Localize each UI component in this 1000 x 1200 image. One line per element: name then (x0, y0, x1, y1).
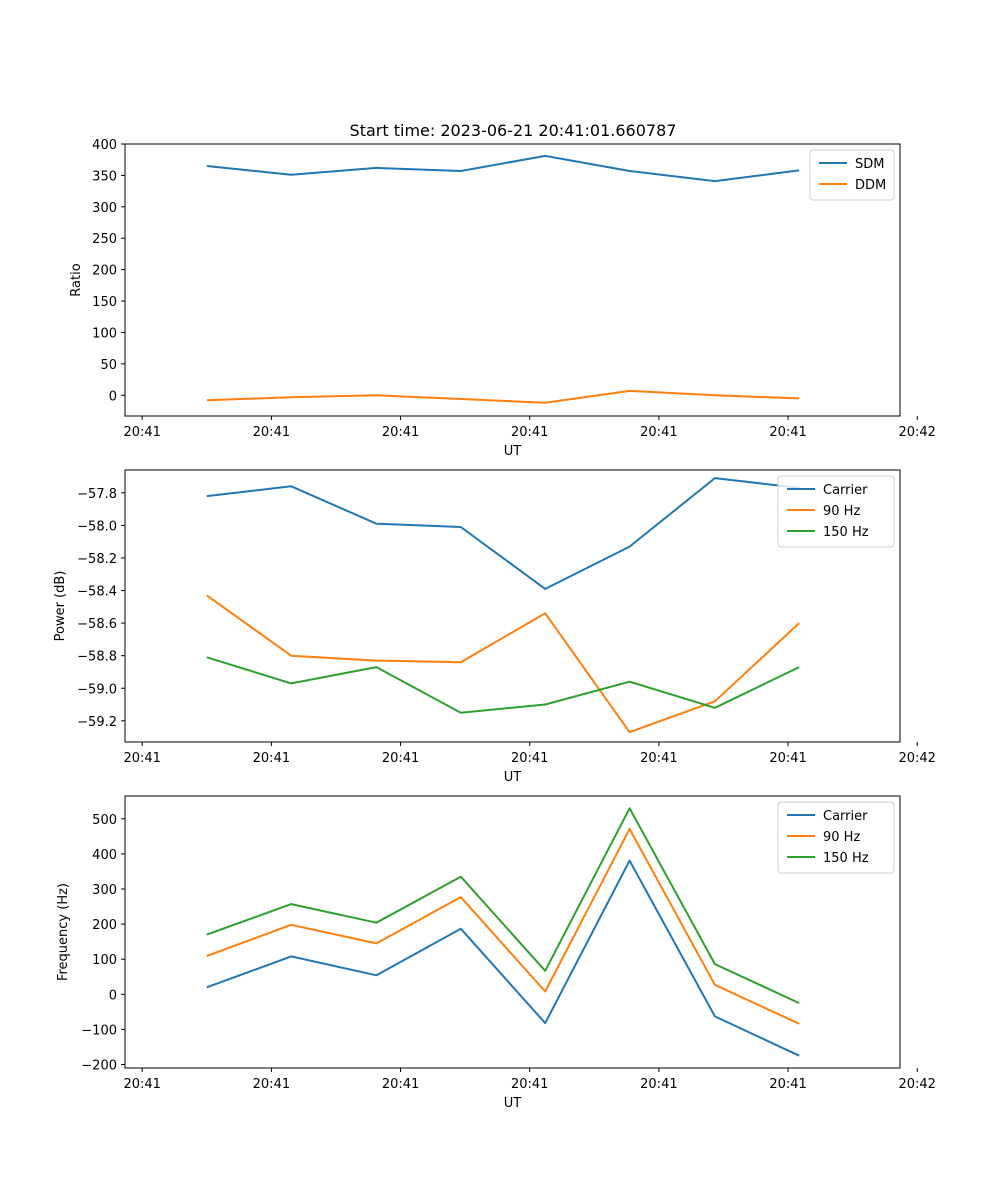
ratio-y-axis-label: Ratio (69, 263, 84, 296)
ratio-y-tick-label: 350 (92, 169, 117, 184)
ratio-legend-label-sdm: SDM (855, 157, 884, 172)
power-series-150-hz-line (206, 656, 800, 714)
frequency-x-tick-label: 20:41 (640, 1077, 677, 1092)
power-axes-frame (124, 469, 901, 743)
frequency-x-tick-label: 20:41 (253, 1077, 290, 1092)
ratio-y-tick-label: 300 (92, 201, 117, 216)
frequency-legend-label-carrier: Carrier (823, 809, 868, 824)
frequency-series-90-hz-line (206, 828, 800, 1025)
frequency-x-tick-label: 20:41 (769, 1077, 806, 1092)
power-x-tick-label: 20:41 (123, 751, 160, 766)
frequency-legend-frame (777, 801, 895, 874)
frequency-y-tick-label: 200 (92, 918, 117, 933)
frequency-y-tick-label: 300 (92, 883, 117, 898)
ratio-x-tick-label: 20:41 (123, 425, 160, 440)
power-x-tick-label: 20:41 (511, 751, 548, 766)
ratio-y-tick-label: 50 (100, 358, 117, 373)
ratio-legend: SDM DDM (809, 149, 895, 201)
frequency-y-tick-label: 400 (92, 848, 117, 863)
frequency-x-axis-label: UT (504, 1096, 522, 1111)
frequency-x-tick-label: 20:41 (123, 1077, 160, 1092)
subplot-power: 20:41 20:41 20:41 20:41 20:41 20:41 20:42 −57.8… (53, 469, 936, 785)
ratio-y-tick-label: 150 (92, 295, 117, 310)
frequency-series-150-hz-line (206, 807, 800, 1005)
frequency-y-tick-label: 100 (92, 953, 117, 968)
subplot-frequency: 20:41 20:41 20:41 20:41 20:41 20:41 20:42 −200 −… (56, 795, 936, 1111)
power-y-tick-label: −58.4 (77, 585, 117, 600)
ratio-axes-frame (124, 143, 901, 417)
power-x-tick-label: 20:41 (382, 751, 419, 766)
ratio-x-tick-label: 20:42 (898, 425, 935, 440)
power-x-tick-label: 20:41 (253, 751, 290, 766)
ratio-x-tick-label: 20:41 (769, 425, 806, 440)
power-x-tick-label: 20:41 (640, 751, 677, 766)
frequency-legend: Carrier 90 Hz 150 Hz (777, 801, 895, 874)
power-y-tick-label: −58.0 (77, 519, 117, 534)
power-x-tick-label: 20:41 (769, 751, 806, 766)
figure-title: Start time: 2023-06-21 20:41:01.660787 (350, 121, 677, 140)
ratio-x-axis-label: UT (504, 444, 522, 459)
power-series-carrier-line (206, 477, 800, 590)
frequency-y-axis-label: Frequency (Hz) (56, 883, 71, 981)
frequency-y-tick-label: 500 (92, 813, 117, 828)
ratio-x-tick-label: 20:41 (640, 425, 677, 440)
frequency-x-tick-label: 20:41 (382, 1077, 419, 1092)
power-y-tick-label: −57.8 (77, 487, 117, 502)
ratio-series-sdm-line (206, 154, 800, 183)
ratio-series-ddm-line (206, 389, 800, 404)
frequency-axes-frame (124, 795, 901, 1069)
frequency-legend-label-150-hz: 150 Hz (823, 851, 869, 866)
ratio-y-tick-label: 250 (92, 232, 117, 247)
frequency-series-carrier-line (206, 859, 800, 1057)
ratio-x-tick-label: 20:41 (511, 425, 548, 440)
power-legend-frame (777, 475, 895, 548)
power-y-tick-label: −58.6 (77, 617, 117, 632)
power-legend-label-150-hz: 150 Hz (823, 525, 869, 540)
frequency-y-tick-label: −200 (81, 1058, 117, 1073)
power-y-axis-label: Power (dB) (53, 571, 68, 642)
power-legend-label-90-hz: 90 Hz (823, 504, 860, 519)
power-x-tick-label: 20:42 (898, 751, 935, 766)
ratio-x-tick-label: 20:41 (382, 425, 419, 440)
frequency-y-tick-label: 0 (109, 988, 117, 1003)
ratio-y-tick-label: 200 (92, 264, 117, 279)
power-x-axis-label: UT (504, 770, 522, 785)
frequency-y-tick-label: −100 (81, 1023, 117, 1038)
ratio-y-tick-label: 0 (109, 389, 117, 404)
power-y-tick-label: −59.0 (77, 682, 117, 697)
frequency-x-tick-label: 20:41 (511, 1077, 548, 1092)
power-legend: Carrier 90 Hz 150 Hz (777, 475, 895, 548)
ratio-legend-label-ddm: DDM (855, 178, 886, 193)
frequency-legend-label-90-hz: 90 Hz (823, 830, 860, 845)
ratio-x-tick-label: 20:41 (253, 425, 290, 440)
subplot-ratio: 20:41 20:41 20:41 20:41 20:41 20:41 20:42 0 50 10… (69, 138, 936, 459)
power-y-tick-label: −59.2 (77, 715, 117, 730)
ratio-y-tick-label: 400 (92, 138, 117, 153)
power-y-tick-label: −58.8 (77, 650, 117, 665)
power-series-90-hz-line (206, 594, 800, 734)
power-y-tick-label: −58.2 (77, 552, 117, 567)
ratio-y-tick-label: 100 (92, 326, 117, 341)
frequency-x-tick-label: 20:42 (898, 1077, 935, 1092)
power-legend-label-carrier: Carrier (823, 483, 868, 498)
